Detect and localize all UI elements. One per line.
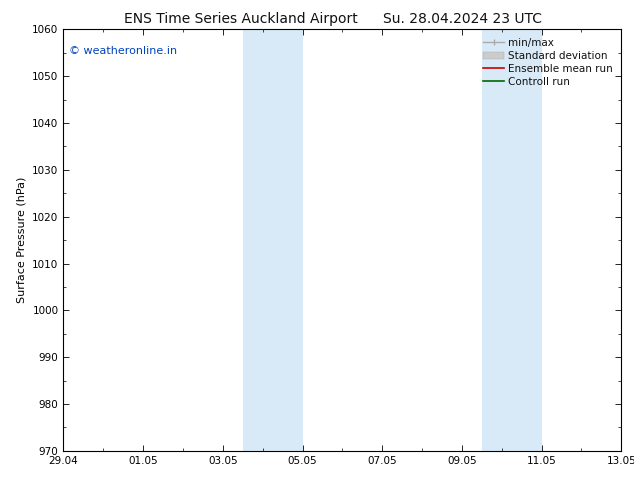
Text: Su. 28.04.2024 23 UTC: Su. 28.04.2024 23 UTC [384,12,542,26]
Y-axis label: Surface Pressure (hPa): Surface Pressure (hPa) [16,177,27,303]
Text: © weatheronline.in: © weatheronline.in [69,46,177,56]
Bar [482,29,512,451]
Text: ENS Time Series Auckland Airport: ENS Time Series Auckland Airport [124,12,358,26]
Bar [273,29,302,451]
Legend: min/max, Standard deviation, Ensemble mean run, Controll run: min/max, Standard deviation, Ensemble me… [480,35,616,90]
Bar [243,29,273,451]
Bar [512,29,541,451]
